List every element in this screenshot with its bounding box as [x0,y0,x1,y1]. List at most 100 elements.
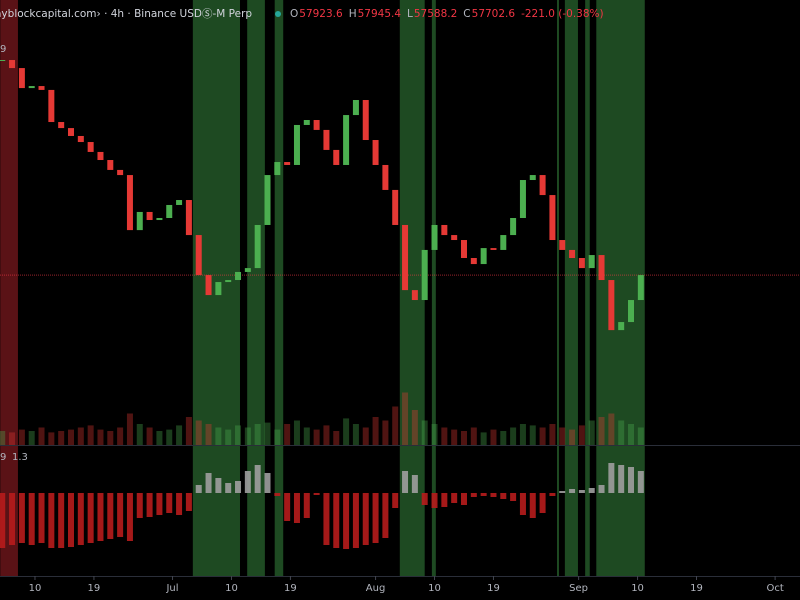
candle [628,300,635,323]
volume-bar [500,431,507,445]
candle [126,175,133,231]
volume-bar [136,424,143,445]
x-tick-label: Sep [569,583,588,594]
volume-bar [126,413,133,445]
plot-layer [0,60,800,549]
volume-bar [598,417,605,445]
candle [578,258,585,269]
oscillator-bar [529,493,536,518]
oscillator-bar [185,493,192,511]
candle [431,224,438,250]
volume-bar [87,425,94,445]
candle [264,175,271,225]
candle [58,122,65,129]
candle [549,195,556,241]
candle [107,160,114,170]
pane-label: 9 [0,452,6,463]
volume-bar [441,427,448,445]
volume-bar [185,417,192,445]
candle [48,89,55,123]
oscillator-bar [176,493,183,515]
candle [372,140,379,165]
highlight-zone [0,0,18,576]
oscillator-bar [28,493,35,545]
candle [490,248,497,250]
volume-bar [303,427,310,445]
oscillator-bar [303,493,310,518]
candle [529,175,536,181]
volume-bar [637,427,644,445]
ohlc-label: H [349,8,357,20]
volume-bar [578,425,585,445]
volume-bar [628,424,635,445]
candle [588,255,595,269]
oscillator-bar [569,489,576,493]
oscillator-bar [411,475,418,493]
oscillator-bar [628,467,635,493]
volume-bar [411,410,418,445]
x-tick-label: 19 [284,583,297,594]
x-tick-label: Aug [366,583,386,594]
status-dot [275,11,281,17]
candle [185,200,192,236]
volume-bar [392,406,399,445]
oscillator-bar [9,493,16,545]
x-tick-label: 19 [88,583,101,594]
candle [333,149,340,165]
ohlc-value: 57588.2 [414,8,457,20]
x-tick-label: 10 [29,583,42,594]
highlight-zone [431,0,436,576]
volume-bar [28,431,35,445]
candle [176,200,183,205]
candle [68,128,75,136]
volume-bar [490,429,497,445]
candle [519,180,526,219]
oscillator-bar [578,490,585,493]
volume-bar [343,418,350,445]
oscillator-bar [136,493,143,518]
oscillator-bar [392,493,399,508]
volume-bar [618,420,625,445]
header-title: ayblockcapital.com› · 4h · Binance USDⓈ-… [0,8,252,20]
oscillator-bar [58,493,65,548]
volume-bar [58,431,65,445]
oscillator-bar [205,473,212,493]
oscillator-bar [372,493,379,543]
ohlc-value: 57923.6 [299,8,343,20]
volume-bar [470,427,477,445]
volume-bar [460,431,467,445]
change: -221.0 (-0.38%) [521,8,604,20]
x-tick-label: 10 [225,583,238,594]
pane-label: 1.3 [12,452,28,463]
candle [254,224,261,269]
oscillator-bar [470,493,477,497]
candle [156,218,163,221]
oscillator-bar [156,493,163,515]
volume-bar [97,429,104,445]
oscillator-bar [38,493,45,543]
volume-bar [510,427,517,445]
x-tick-label: 19 [690,583,703,594]
oscillator-bar [225,483,232,493]
volume-bar [333,431,340,445]
volume-bar [549,424,556,445]
oscillator-bar [480,493,487,496]
oscillator-bar [598,485,605,493]
oscillator-bar [559,491,566,493]
candle [510,218,517,236]
x-tick-label: 19 [487,583,500,594]
oscillator-bar [77,493,84,545]
volume-bar [608,413,615,445]
oscillator-bar [146,493,153,517]
oscillator-bar [254,465,261,493]
volume-bar [0,431,6,445]
volume-bar [480,432,487,445]
ohlc-value: 57702.6 [472,8,516,20]
candle [166,204,173,219]
volume-bar [559,427,566,445]
volume-bar [215,427,222,445]
oscillator-bar [264,473,271,493]
candle [411,290,418,301]
